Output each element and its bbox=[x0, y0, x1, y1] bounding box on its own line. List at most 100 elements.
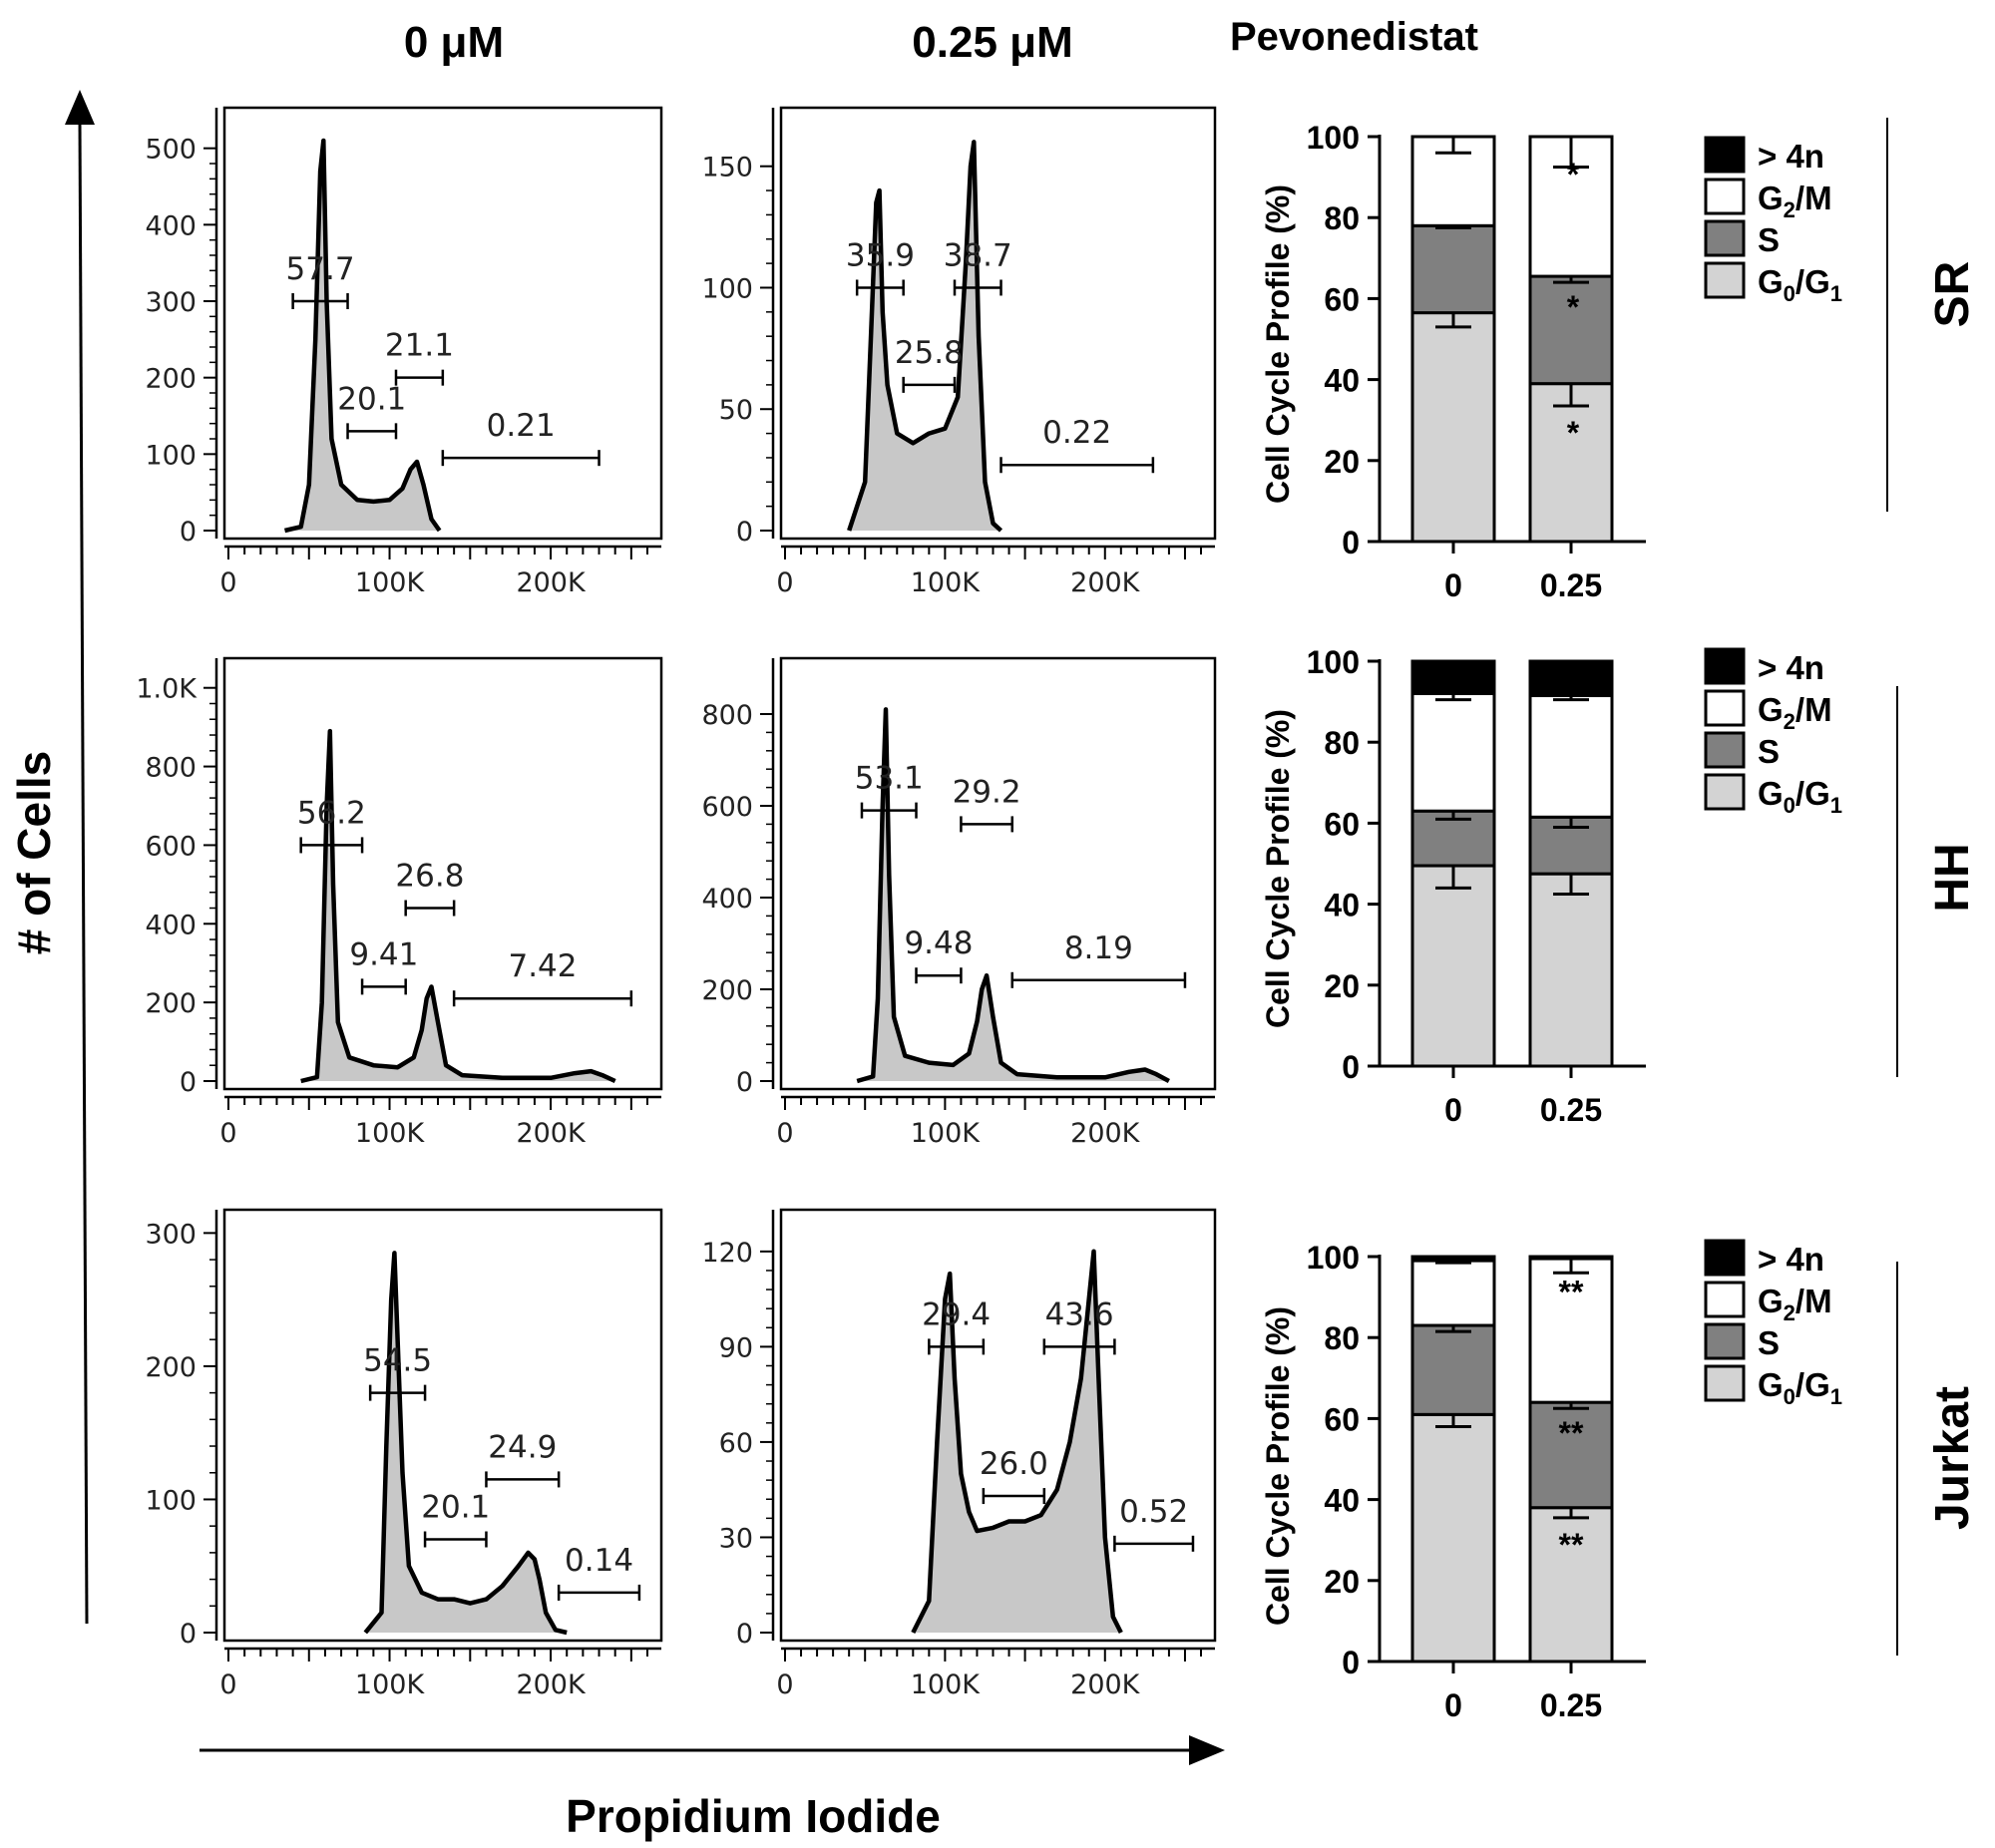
y-tick-label: 0 bbox=[180, 517, 197, 548]
gate-label: 25.8 bbox=[895, 335, 964, 371]
bar-segment bbox=[1410, 691, 1496, 813]
bar-segment bbox=[1410, 311, 1496, 544]
bar-segment bbox=[1528, 694, 1614, 819]
gate-label: 26.0 bbox=[980, 1446, 1048, 1482]
legend-label: G0/G1 bbox=[1758, 1366, 1842, 1409]
bar-y-tick-label: 100 bbox=[1307, 120, 1360, 156]
gate-label: 54.5 bbox=[363, 1343, 432, 1379]
gate-label: 38.7 bbox=[944, 237, 1012, 273]
y-tick-label: 90 bbox=[719, 1332, 753, 1363]
bar-x-tick-label: 0.25 bbox=[1540, 567, 1602, 603]
histogram-area bbox=[849, 142, 1001, 531]
gate-label: 20.1 bbox=[421, 1490, 490, 1526]
y-tick-label: 400 bbox=[145, 910, 197, 940]
histogram-panel: 56.2 9.41 26.8 7.42 0 100K 200K 0 200 400 600 800 1.… bbox=[136, 656, 663, 1149]
legend-label: G0/G1 bbox=[1758, 263, 1842, 306]
x-tick-label: 0 bbox=[219, 1669, 236, 1700]
x-tick-label: 100K bbox=[355, 1118, 426, 1149]
x-axis-arrow-head bbox=[1189, 1735, 1225, 1765]
bar-y-tick-label: 60 bbox=[1324, 281, 1360, 317]
bar-y-tick-label: 100 bbox=[1307, 1240, 1360, 1276]
bar-y-tick-label: 80 bbox=[1324, 725, 1360, 761]
legend-label: G2/M bbox=[1758, 180, 1832, 222]
y-tick-label: 600 bbox=[701, 792, 753, 823]
histogram-panel: 54.5 20.1 24.9 0.14 0 100K 200K 0 100 200 300 bbox=[145, 1208, 663, 1700]
legend-label: G0/G1 bbox=[1758, 775, 1842, 818]
bar-segment bbox=[1410, 223, 1496, 315]
bar-segment bbox=[1528, 274, 1614, 386]
bar-segment bbox=[1410, 1255, 1496, 1263]
histogram-line bbox=[847, 140, 1003, 533]
gate-label: 29.2 bbox=[953, 774, 1021, 810]
stacked-bar-chart: Cell Cycle Profile (%) 0 20 40 60 80 100 0 0.25 *… bbox=[1260, 120, 1842, 603]
y-tick-label: 300 bbox=[145, 287, 197, 318]
histogram-area bbox=[913, 1251, 1121, 1633]
gate-label: 9.48 bbox=[904, 925, 973, 961]
y-tick-label: 0 bbox=[736, 517, 753, 548]
x-tick-label: 100K bbox=[911, 1669, 982, 1700]
legend-swatch bbox=[1704, 136, 1746, 174]
bar-segment bbox=[1528, 659, 1614, 698]
legend-swatch bbox=[1704, 1239, 1746, 1277]
gate-label: 0.52 bbox=[1119, 1494, 1188, 1530]
bar-segment bbox=[1528, 1400, 1614, 1510]
bar-segment bbox=[1528, 1257, 1614, 1404]
col-header-0uM: 0 μM bbox=[404, 18, 504, 67]
x-tick-label: 200K bbox=[516, 1669, 587, 1700]
cell-line-label-jurkat: Jurkat bbox=[1926, 1386, 1979, 1530]
legend-swatch bbox=[1704, 178, 1746, 215]
y-tick-label: 1.0K bbox=[136, 674, 198, 705]
legend-label: > 4n bbox=[1758, 138, 1824, 175]
legend-label: S bbox=[1758, 1324, 1780, 1361]
gate-label: 53.1 bbox=[855, 761, 924, 797]
x-tick-label: 100K bbox=[911, 567, 982, 598]
histogram-panel: 35.9 25.8 38.7 0.22 0 100K 200K 0 50 100 150 bbox=[701, 106, 1217, 598]
gate-label: 8.19 bbox=[1064, 930, 1133, 966]
histogram-frame bbox=[222, 106, 663, 541]
col-header-025uM: 0.25 μM bbox=[912, 18, 1072, 67]
significance-marker: ** bbox=[1559, 1527, 1584, 1563]
y-tick-label: 30 bbox=[719, 1523, 753, 1554]
legend-label: > 4n bbox=[1758, 649, 1824, 686]
x-tick-label: 100K bbox=[355, 1669, 426, 1700]
histogram-area bbox=[857, 709, 1169, 1081]
gate-label: 35.9 bbox=[846, 237, 915, 273]
y-tick-label: 150 bbox=[701, 153, 753, 184]
y-tick-label: 100 bbox=[145, 440, 197, 471]
y-axis-arrow-line bbox=[78, 121, 89, 1625]
bar-y-tick-label: 0 bbox=[1342, 1645, 1360, 1680]
bar-y-label: Cell Cycle Profile (%) bbox=[1260, 709, 1296, 1028]
gate-label: 26.8 bbox=[395, 859, 464, 895]
y-tick-label: 0 bbox=[736, 1067, 753, 1098]
significance-marker: ** bbox=[1559, 1415, 1584, 1451]
bar-y-tick-label: 40 bbox=[1324, 1483, 1360, 1519]
bar-segment bbox=[1528, 1255, 1614, 1261]
gate-label: 57.7 bbox=[286, 251, 355, 287]
significance-marker: * bbox=[1567, 415, 1580, 451]
x-tick-label: 0 bbox=[776, 567, 793, 598]
y-tick-label: 200 bbox=[145, 364, 197, 395]
bar-x-tick-label: 0.25 bbox=[1540, 1687, 1602, 1723]
bar-y-tick-label: 60 bbox=[1324, 806, 1360, 842]
gate-label: 7.42 bbox=[508, 948, 577, 984]
histogram-frame bbox=[779, 656, 1217, 1091]
bar-y-tick-label: 80 bbox=[1324, 200, 1360, 236]
y-tick-label: 200 bbox=[145, 988, 197, 1019]
gate-label: 29.4 bbox=[922, 1296, 991, 1332]
y-tick-label: 0 bbox=[736, 1619, 753, 1650]
legend-swatch bbox=[1704, 1281, 1746, 1318]
histogram-frame bbox=[222, 656, 663, 1091]
histogram-frame bbox=[779, 106, 1217, 541]
x-tick-label: 100K bbox=[911, 1118, 982, 1149]
bar-segment bbox=[1410, 1412, 1496, 1663]
y-tick-label: 100 bbox=[145, 1485, 197, 1516]
x-tick-label: 200K bbox=[516, 1118, 587, 1149]
bar-y-tick-label: 0 bbox=[1342, 1049, 1360, 1085]
significance-marker: * bbox=[1567, 157, 1580, 192]
bar-segment bbox=[1528, 1506, 1614, 1663]
bar-y-tick-label: 40 bbox=[1324, 363, 1360, 399]
histogram-frame bbox=[222, 1208, 663, 1643]
cell-line-label-hh: HH bbox=[1926, 843, 1979, 912]
significance-marker: * bbox=[1567, 289, 1580, 325]
gate-label: 56.2 bbox=[297, 795, 366, 831]
